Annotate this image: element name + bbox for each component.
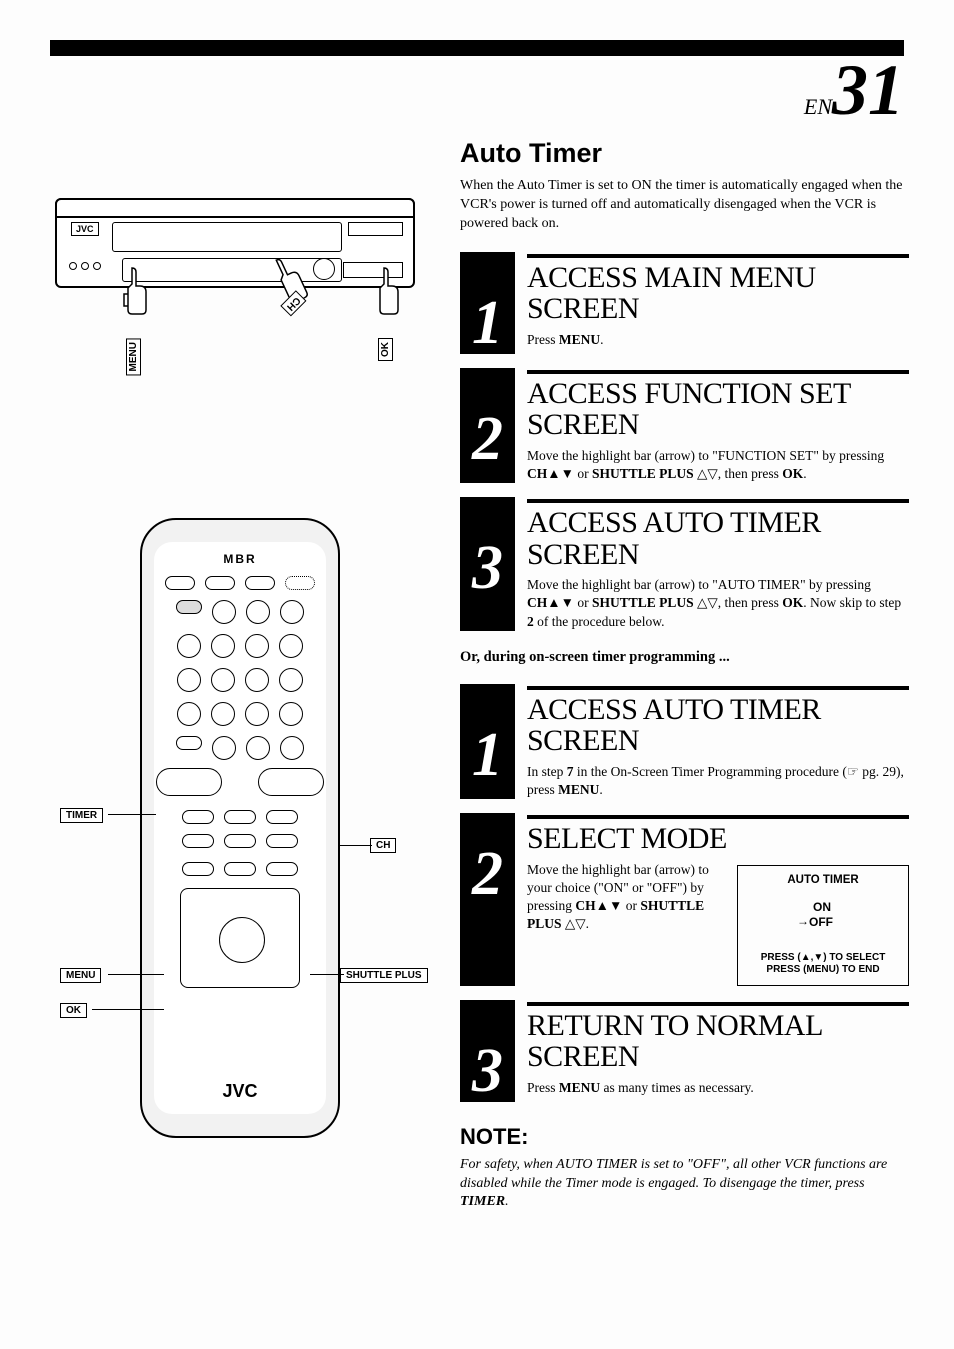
step-body: Move the highlight bar (arrow) to "FUNCT… <box>527 447 909 483</box>
step-item: 3 ACCESS AUTO TIMER SCREEN Move the high… <box>460 497 909 631</box>
page-num-value: 31 <box>832 50 904 130</box>
step-heading: SELECT MODE <box>527 823 909 855</box>
step-number: 3 <box>460 497 515 631</box>
steps-group-b: 1 ACCESS AUTO TIMER SCREEN In step 7 in … <box>460 684 909 1102</box>
remote-brand-top: MBR <box>154 542 326 566</box>
page-number: EN31 <box>50 62 904 120</box>
step-number: 2 <box>460 813 515 986</box>
step-item: 2 ACCESS FUNCTION SET SCREEN Move the hi… <box>460 368 909 483</box>
osd-screen: AUTO TIMER ON →OFF PRESS (▲,▼) TO SELECT… <box>737 865 909 986</box>
remote-brand-bottom: JVC <box>154 1081 326 1102</box>
note-title: NOTE: <box>460 1124 909 1150</box>
vcr-brand: JVC <box>71 222 99 236</box>
step-body: Move the highlight bar (arrow) to your c… <box>527 861 717 986</box>
section-intro: When the Auto Timer is set to ON the tim… <box>460 177 909 234</box>
step-number: 3 <box>460 1000 515 1102</box>
interstitial-text: Or, during on-screen timer programming .… <box>460 649 909 666</box>
osd-footer-line: PRESS (▲,▼) TO SELECT <box>744 952 902 965</box>
step-heading: ACCESS FUNCTION SET SCREEN <box>527 378 909 441</box>
vcr-illustration: JVC MENU CH OK <box>50 188 420 478</box>
pointing-hand-icon <box>366 266 402 316</box>
remote-illustration: MBR JVC TIMER CH MENU <box>50 518 420 1158</box>
step-item: 2 SELECT MODE Move the highlight bar (ar… <box>460 813 909 986</box>
callout-ok: OK <box>60 1003 87 1018</box>
step-number: 1 <box>460 252 515 354</box>
header-rule <box>50 40 904 56</box>
osd-title: AUTO TIMER <box>744 874 902 886</box>
steps-group-a: 1 ACCESS MAIN MENU SCREEN Press MENU. 2 … <box>460 252 909 631</box>
step-item: 3 RETURN TO NORMAL SCREEN Press MENU as … <box>460 1000 909 1102</box>
osd-option-on: ON <box>813 900 853 915</box>
step-heading: ACCESS AUTO TIMER SCREEN <box>527 694 909 757</box>
callout-shuttle: SHUTTLE PLUS <box>340 968 428 983</box>
pointing-hand-icon <box>114 266 150 316</box>
step-number: 1 <box>460 684 515 799</box>
step-heading: ACCESS AUTO TIMER SCREEN <box>527 507 909 570</box>
vcr-label-ok: OK <box>378 338 393 361</box>
osd-option-off: OFF <box>809 915 849 930</box>
step-body: Press MENU. <box>527 331 909 349</box>
osd-footer-line: PRESS (MENU) TO END <box>744 964 902 977</box>
step-body: In step 7 in the On-Screen Timer Program… <box>527 763 909 799</box>
section-title: Auto Timer <box>460 138 909 169</box>
step-heading: ACCESS MAIN MENU SCREEN <box>527 262 909 325</box>
step-item: 1 ACCESS AUTO TIMER SCREEN In step 7 in … <box>460 684 909 799</box>
step-number: 2 <box>460 368 515 483</box>
content-column: Auto Timer When the Auto Timer is set to… <box>460 138 909 1212</box>
note-body: For safety, when AUTO TIMER is set to "O… <box>460 1156 909 1213</box>
vcr-label-menu: MENU <box>126 338 141 375</box>
callout-ch: CH <box>370 838 396 853</box>
step-heading: RETURN TO NORMAL SCREEN <box>527 1010 909 1073</box>
page-prefix: EN <box>804 94 832 119</box>
callout-menu: MENU <box>60 968 101 983</box>
step-body: Move the highlight bar (arrow) to "AUTO … <box>527 576 909 631</box>
callout-timer: TIMER <box>60 808 103 823</box>
osd-arrow-icon: → <box>797 914 809 929</box>
step-body: Press MENU as many times as necessary. <box>527 1079 909 1097</box>
illustrations-column: JVC MENU CH OK <box>50 138 430 1212</box>
step-item: 1 ACCESS MAIN MENU SCREEN Press MENU. <box>460 252 909 354</box>
